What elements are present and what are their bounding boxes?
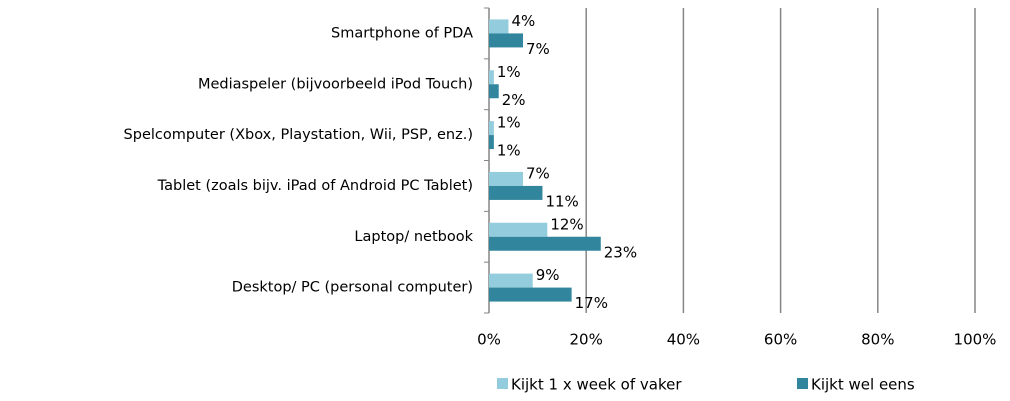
value-label: 4% bbox=[511, 12, 535, 30]
bar bbox=[489, 222, 548, 237]
y-tick-label: Smartphone of PDA bbox=[331, 25, 473, 41]
bar bbox=[489, 70, 494, 85]
x-tick-label: 0% bbox=[477, 331, 501, 349]
bar bbox=[489, 185, 543, 200]
bar bbox=[489, 19, 509, 34]
bar bbox=[489, 287, 572, 302]
legend-label: Kijkt wel eens bbox=[811, 376, 915, 394]
value-label: 23% bbox=[604, 243, 637, 261]
value-label: 1% bbox=[497, 114, 521, 132]
bar bbox=[489, 84, 499, 99]
legend-label: Kijkt 1 x week of vaker bbox=[511, 376, 682, 394]
bar bbox=[489, 236, 601, 251]
x-tick-label: 100% bbox=[954, 331, 997, 349]
value-label: 9% bbox=[536, 266, 560, 284]
x-tick-label: 60% bbox=[764, 331, 797, 349]
y-tick-label: Desktop/ PC (personal computer) bbox=[232, 280, 473, 296]
bar bbox=[489, 273, 533, 288]
bar bbox=[489, 121, 494, 136]
x-tick-label: 40% bbox=[667, 331, 700, 349]
value-label: 1% bbox=[497, 63, 521, 81]
y-tick-label: Laptop/ netbook bbox=[354, 229, 473, 245]
value-label: 1% bbox=[497, 142, 521, 160]
y-tick-label: Tablet (zoals bijv. iPad of Android PC T… bbox=[157, 178, 473, 194]
bar bbox=[489, 33, 524, 48]
bar bbox=[489, 135, 494, 150]
value-label: 12% bbox=[550, 215, 583, 233]
value-label: 17% bbox=[575, 294, 608, 312]
y-tick-label: Spelcomputer (Xbox, Playstation, Wii, PS… bbox=[124, 127, 473, 143]
legend-swatch bbox=[497, 378, 508, 389]
y-tick-label: Mediaspeler (bijvoorbeeld iPod Touch) bbox=[198, 76, 473, 92]
value-label: 11% bbox=[545, 192, 578, 210]
bar bbox=[489, 171, 524, 186]
value-label: 2% bbox=[502, 91, 526, 109]
value-label: 7% bbox=[526, 40, 550, 58]
x-tick-label: 80% bbox=[861, 331, 894, 349]
x-tick-label: 20% bbox=[570, 331, 603, 349]
legend-swatch bbox=[797, 378, 808, 389]
value-label: 7% bbox=[526, 164, 550, 182]
